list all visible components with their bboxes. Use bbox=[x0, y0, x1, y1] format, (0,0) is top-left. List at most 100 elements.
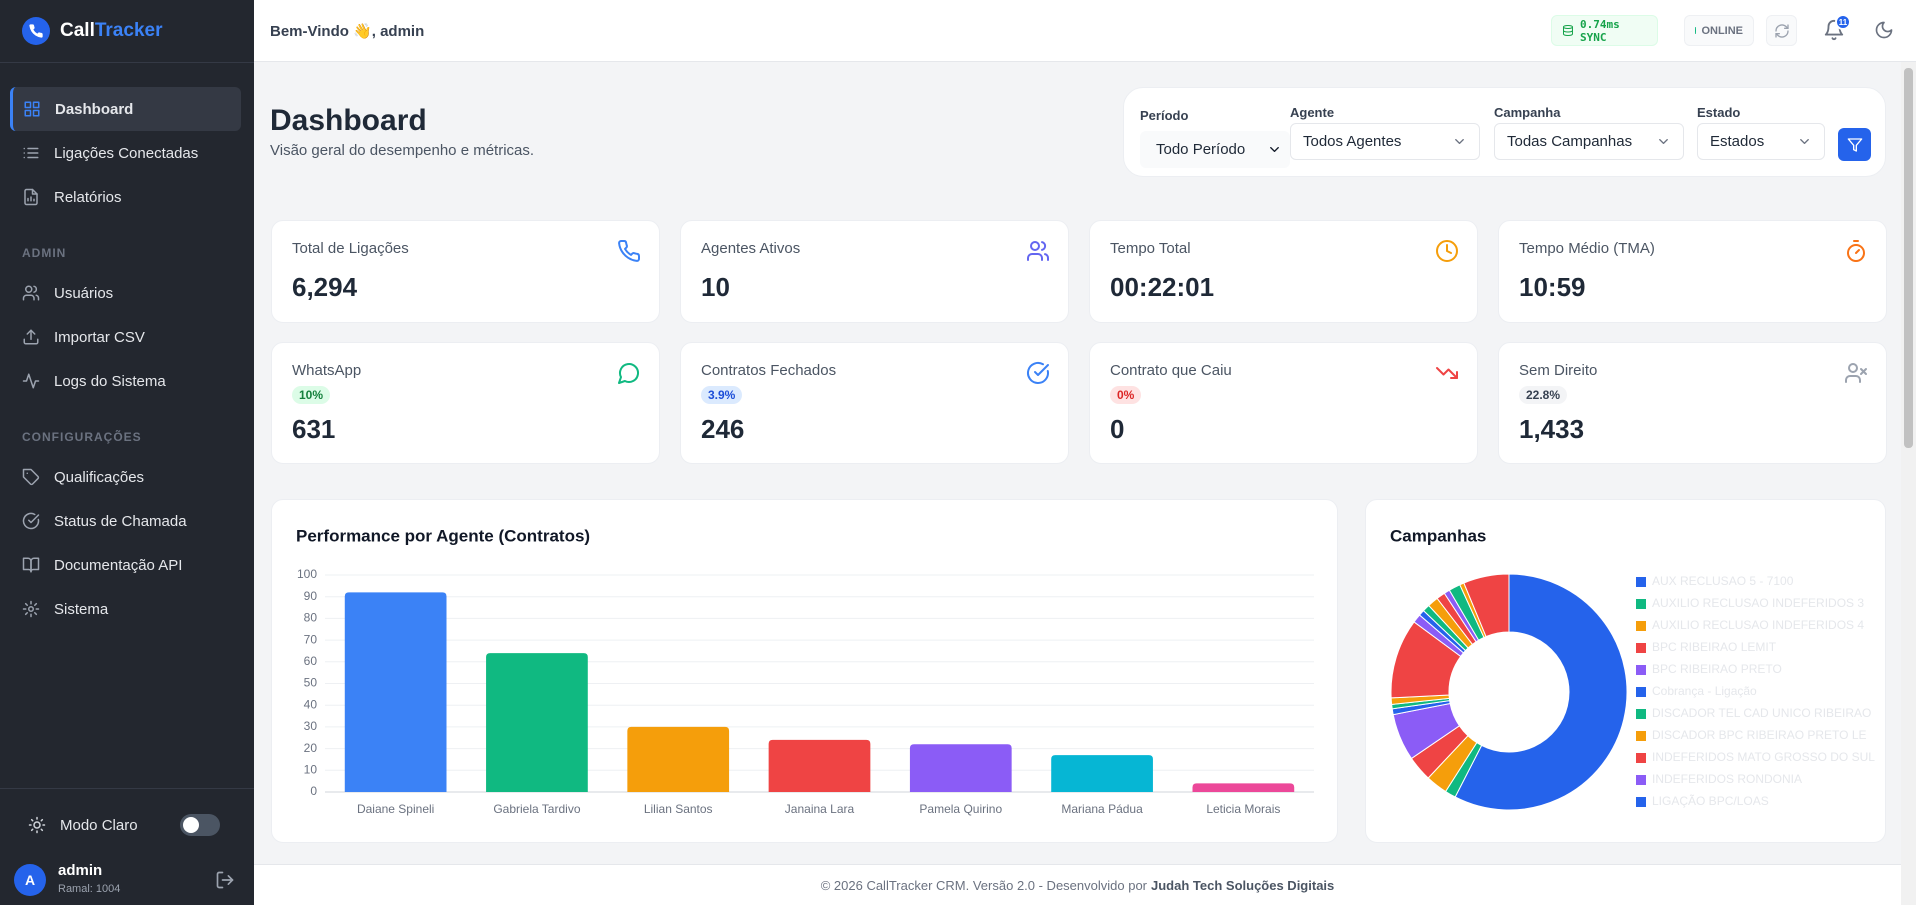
stat-card: Agentes Ativos 10 bbox=[680, 220, 1069, 323]
footer: © 2026 CallTracker CRM. Versão 2.0 - Des… bbox=[254, 864, 1901, 905]
icon-part bbox=[1044, 253, 1050, 261]
stat-label: WhatsApp bbox=[292, 362, 362, 379]
scrollbar[interactable] bbox=[1901, 62, 1916, 905]
icon-part bbox=[1855, 249, 1860, 254]
stat-card: WhatsApp 10% 631 bbox=[271, 342, 660, 464]
icon bbox=[216, 871, 234, 889]
stat-label: Agentes Ativos bbox=[701, 240, 801, 257]
donut-chart: Campanhas AUX RECLUSAO 5 - 7100 AUXILIO RE… bbox=[1390, 526, 1875, 811]
icon bbox=[1847, 137, 1862, 152]
nav-item[interactable]: Logs do Sistema bbox=[10, 359, 241, 403]
icon bbox=[1027, 361, 1049, 384]
legend-label: LIGAÇÃO BPC/LOAS bbox=[1652, 794, 1769, 808]
switch[interactable] bbox=[180, 814, 220, 836]
chart-title: Campanhas bbox=[1390, 526, 1486, 545]
icon-part bbox=[1860, 368, 1867, 375]
icon-part bbox=[1562, 30, 1573, 33]
icon-part bbox=[1875, 21, 1893, 39]
icon-part bbox=[28, 606, 34, 612]
filter-label: Estado bbox=[1697, 105, 1741, 120]
nav-item[interactable]: Documentação API bbox=[10, 543, 241, 587]
stat-label: Tempo Total bbox=[1110, 240, 1191, 257]
nav-label: Qualificações bbox=[54, 468, 145, 486]
status-pill: ONLINE bbox=[1684, 15, 1754, 46]
theme-toggle[interactable]: Modo Claro bbox=[28, 812, 228, 838]
chart-card: Performance por Agente (Contratos) 0 10 20 3… bbox=[271, 499, 1338, 843]
legend-swatch bbox=[1636, 753, 1646, 763]
stat-value: 1,433 bbox=[1519, 414, 1585, 444]
legend-swatch bbox=[1636, 709, 1646, 719]
slice bbox=[1454, 573, 1628, 811]
nav-item[interactable]: Usuários bbox=[10, 271, 241, 315]
stat-value: 10 bbox=[701, 272, 730, 302]
icon-part bbox=[1455, 139, 1464, 144]
filter-button[interactable] bbox=[1838, 128, 1871, 161]
stat-card: Tempo Total 00:22:01 bbox=[1089, 220, 1478, 323]
stat-label: Contratos Fechados bbox=[701, 362, 837, 379]
refresh-button[interactable] bbox=[1766, 15, 1797, 46]
stat-card: Contratos Fechados 3.9% 246 bbox=[680, 342, 1069, 464]
theme-button[interactable] bbox=[1874, 20, 1894, 45]
nav-item[interactable]: Qualificações bbox=[10, 455, 241, 499]
filter-value: Todos Agentes bbox=[1303, 133, 1402, 150]
sync-text: 0.74ms SYNC bbox=[1579, 17, 1620, 44]
filter-select[interactable]: Todos Agentes bbox=[1290, 123, 1480, 160]
icon-part bbox=[30, 557, 40, 573]
icon bbox=[1436, 240, 1458, 262]
nav-item[interactable]: Status de Chamada bbox=[10, 499, 241, 543]
notification-badge: 11 bbox=[1835, 14, 1851, 30]
stat-value: 6,294 bbox=[292, 272, 358, 302]
icon-part bbox=[1847, 244, 1865, 262]
y-tick-label: 60 bbox=[304, 654, 318, 668]
icon-part bbox=[31, 188, 38, 195]
icon bbox=[1436, 367, 1458, 379]
stat-card: Tempo Médio (TMA) 10:59 bbox=[1498, 220, 1887, 323]
footer-text: © 2026 CallTracker CRM. Versão 2.0 - Des… bbox=[820, 877, 1148, 893]
filter-select[interactable]: Estados bbox=[1697, 123, 1825, 160]
stat-label: Contrato que Caiu bbox=[1110, 362, 1232, 379]
logout[interactable] bbox=[215, 870, 235, 895]
avatar: A bbox=[14, 864, 46, 896]
nav-item[interactable]: Sistema bbox=[10, 587, 241, 631]
nav-item[interactable]: Importar CSV bbox=[10, 315, 241, 359]
page-title: Dashboard bbox=[270, 104, 427, 137]
nav-label: Sistema bbox=[54, 600, 109, 618]
content: Dashboard Visão geral do desempenho e mét… bbox=[254, 62, 1901, 864]
stat-card: Contrato que Caiu 0% 0 bbox=[1089, 342, 1478, 464]
legend-label: AUX RECLUSAO 5 - 7100 bbox=[1652, 574, 1794, 588]
icon-part bbox=[22, 512, 40, 530]
scroll-thumb[interactable] bbox=[1904, 68, 1913, 448]
y-tick-label: 80 bbox=[304, 611, 318, 625]
brand[interactable]: CallTracker bbox=[0, 0, 254, 63]
notifications[interactable]: 11 bbox=[1823, 14, 1851, 46]
stat-card: Total de Ligações 6,294 bbox=[271, 220, 660, 323]
nav-label: Status de Chamada bbox=[54, 512, 187, 530]
legend-label: INDEFERIDOS MATO GROSSO DO SUL bbox=[1652, 750, 1875, 764]
legend-label: BPC RIBEIRAO LEMIT bbox=[1652, 640, 1777, 654]
x-tick-label: Janaina Lara bbox=[785, 802, 855, 816]
bar bbox=[768, 739, 871, 792]
nav-item[interactable]: Ligações Conectadas bbox=[10, 131, 241, 175]
nav-label: Relatórios bbox=[54, 188, 122, 206]
filter-label: Campanha bbox=[1494, 105, 1561, 120]
bar bbox=[909, 744, 1012, 792]
nav-item[interactable]: Relatórios bbox=[10, 175, 241, 219]
nav-item[interactable]: Dashboard bbox=[10, 87, 241, 131]
icon-part bbox=[1030, 241, 1040, 251]
icon-part bbox=[1562, 25, 1573, 30]
legend-swatch bbox=[1636, 599, 1646, 609]
y-tick-label: 100 bbox=[297, 567, 317, 581]
y-tick-label: 40 bbox=[304, 697, 318, 711]
y-tick-label: 0 bbox=[310, 784, 317, 798]
logo-icon bbox=[29, 24, 43, 38]
icon-part bbox=[1562, 26, 1573, 36]
filter-select[interactable]: Todas Campanhas bbox=[1494, 123, 1684, 160]
brand-part: Call bbox=[60, 20, 95, 41]
legend-swatch bbox=[1636, 643, 1646, 653]
icon-part bbox=[1436, 240, 1458, 262]
icon-part bbox=[32, 109, 40, 117]
filter-select[interactable]: Todo Período bbox=[1140, 131, 1290, 168]
icon-part bbox=[1659, 139, 1668, 144]
icon-part bbox=[22, 600, 40, 618]
icon-part bbox=[216, 871, 224, 889]
